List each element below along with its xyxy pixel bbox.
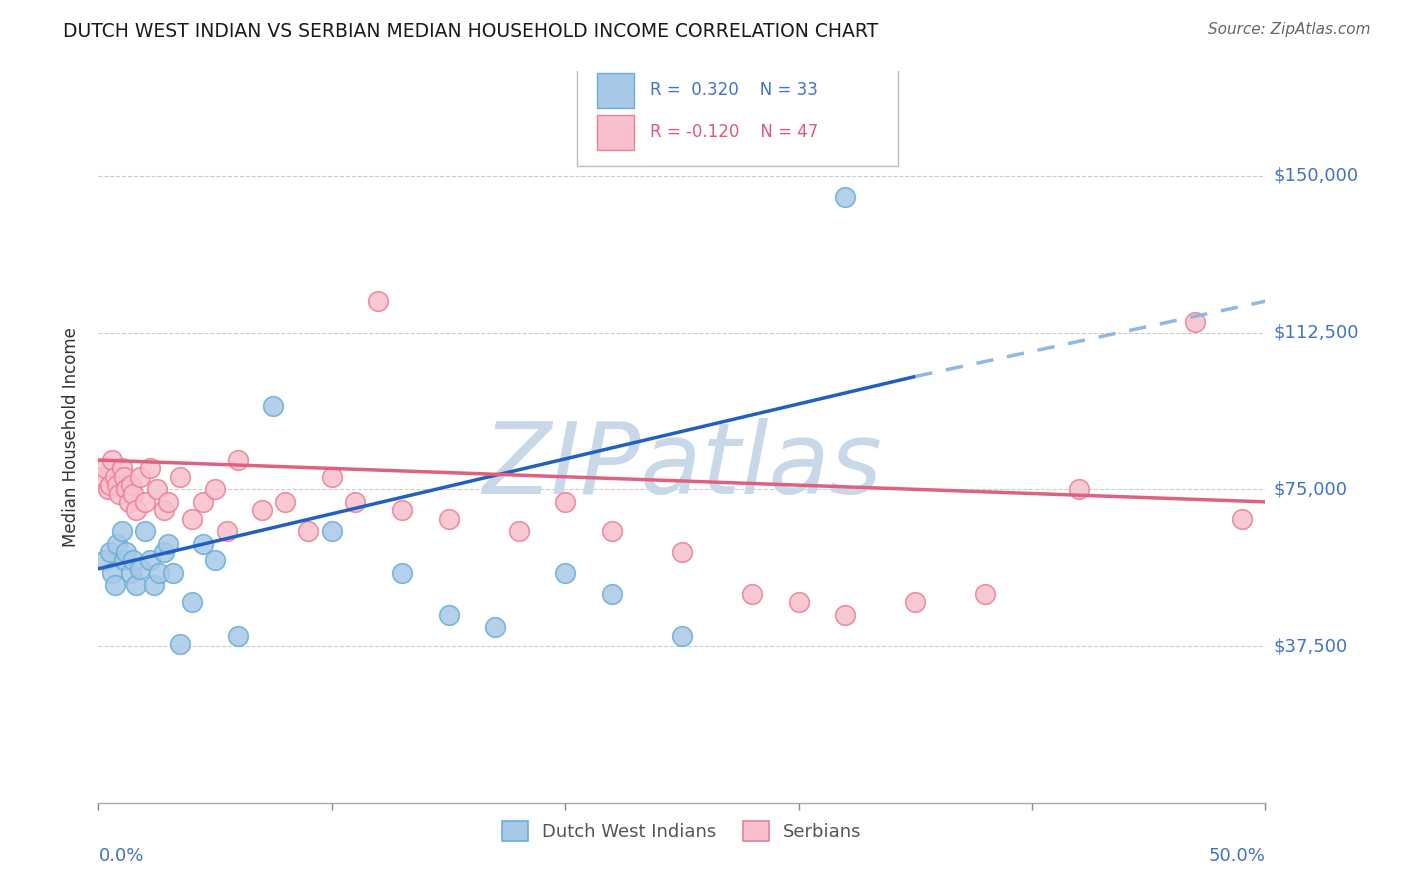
Point bbox=[104, 578, 127, 592]
Point bbox=[111, 524, 134, 538]
Point bbox=[98, 545, 121, 559]
Point bbox=[600, 524, 623, 538]
Point bbox=[134, 495, 156, 509]
Point bbox=[367, 294, 389, 309]
Text: R =  0.320    N = 33: R = 0.320 N = 33 bbox=[651, 81, 818, 99]
Point bbox=[129, 470, 152, 484]
Point bbox=[148, 566, 170, 580]
Point bbox=[600, 587, 623, 601]
Point bbox=[146, 483, 169, 497]
Point bbox=[834, 607, 856, 622]
Point bbox=[508, 524, 530, 538]
Point bbox=[104, 470, 127, 484]
Point bbox=[120, 478, 142, 492]
Legend: Dutch West Indians, Serbians: Dutch West Indians, Serbians bbox=[495, 814, 869, 848]
Point bbox=[129, 562, 152, 576]
Point bbox=[215, 524, 238, 538]
Point bbox=[228, 453, 250, 467]
Point bbox=[391, 503, 413, 517]
Point bbox=[787, 595, 810, 609]
Point bbox=[101, 453, 124, 467]
Bar bbox=[596, 73, 634, 108]
Text: 0.0%: 0.0% bbox=[98, 847, 143, 864]
Point bbox=[105, 478, 128, 492]
Point bbox=[101, 566, 124, 580]
Point bbox=[157, 495, 180, 509]
Point bbox=[125, 503, 148, 517]
Point bbox=[262, 399, 284, 413]
Point bbox=[974, 587, 997, 601]
Text: $150,000: $150,000 bbox=[1274, 167, 1358, 185]
Point bbox=[94, 553, 117, 567]
Point bbox=[1067, 483, 1090, 497]
Point bbox=[321, 470, 343, 484]
Point bbox=[193, 495, 215, 509]
Point bbox=[152, 545, 174, 559]
Point bbox=[741, 587, 763, 601]
Text: 50.0%: 50.0% bbox=[1209, 847, 1265, 864]
Point bbox=[143, 578, 166, 592]
Point bbox=[94, 461, 117, 475]
Point bbox=[112, 470, 135, 484]
Point bbox=[204, 483, 226, 497]
Point bbox=[228, 629, 250, 643]
Text: Source: ZipAtlas.com: Source: ZipAtlas.com bbox=[1208, 22, 1371, 37]
Point bbox=[250, 503, 273, 517]
Point bbox=[134, 524, 156, 538]
Point bbox=[484, 620, 506, 634]
Point bbox=[111, 461, 134, 475]
Point bbox=[671, 629, 693, 643]
Point bbox=[554, 566, 576, 580]
Point bbox=[297, 524, 319, 538]
Point bbox=[91, 470, 114, 484]
Point bbox=[108, 486, 131, 500]
Point bbox=[105, 536, 128, 550]
Point bbox=[437, 607, 460, 622]
Point bbox=[180, 511, 202, 525]
Point bbox=[904, 595, 927, 609]
Point bbox=[193, 536, 215, 550]
Text: $75,000: $75,000 bbox=[1274, 480, 1348, 499]
Point bbox=[152, 503, 174, 517]
Y-axis label: Median Household Income: Median Household Income bbox=[62, 327, 80, 547]
Point bbox=[157, 536, 180, 550]
Point bbox=[671, 545, 693, 559]
Point bbox=[120, 566, 142, 580]
Point bbox=[344, 495, 367, 509]
Point bbox=[125, 578, 148, 592]
Point bbox=[204, 553, 226, 567]
Point bbox=[112, 553, 135, 567]
Text: ZIP​atlas: ZIP​atlas bbox=[482, 417, 882, 515]
Text: $37,500: $37,500 bbox=[1274, 637, 1348, 655]
Point bbox=[122, 553, 145, 567]
Point bbox=[437, 511, 460, 525]
Point bbox=[118, 495, 141, 509]
Point bbox=[169, 637, 191, 651]
Point bbox=[115, 545, 138, 559]
Point bbox=[180, 595, 202, 609]
Point bbox=[115, 483, 138, 497]
Text: DUTCH WEST INDIAN VS SERBIAN MEDIAN HOUSEHOLD INCOME CORRELATION CHART: DUTCH WEST INDIAN VS SERBIAN MEDIAN HOUS… bbox=[63, 22, 879, 41]
Point bbox=[391, 566, 413, 580]
Point bbox=[139, 461, 162, 475]
Point bbox=[122, 486, 145, 500]
Bar bbox=[596, 114, 634, 150]
Point bbox=[321, 524, 343, 538]
Point bbox=[274, 495, 297, 509]
Text: $112,500: $112,500 bbox=[1274, 324, 1360, 342]
Point bbox=[169, 470, 191, 484]
Point bbox=[834, 190, 856, 204]
Point bbox=[1230, 511, 1253, 525]
Point bbox=[554, 495, 576, 509]
FancyBboxPatch shape bbox=[576, 61, 898, 167]
Point bbox=[139, 553, 162, 567]
Point bbox=[162, 566, 184, 580]
Text: R = -0.120    N = 47: R = -0.120 N = 47 bbox=[651, 123, 818, 141]
Point bbox=[1184, 315, 1206, 329]
Point bbox=[98, 478, 121, 492]
Point bbox=[97, 483, 120, 497]
